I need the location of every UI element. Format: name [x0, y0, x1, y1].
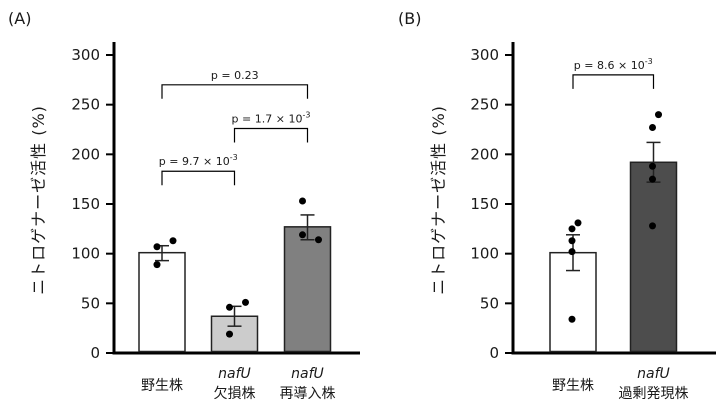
data-point	[242, 298, 249, 306]
bar	[629, 161, 678, 353]
data-point	[226, 330, 233, 338]
data-point	[299, 197, 306, 205]
data-point	[568, 237, 576, 245]
chart-panel-b: (B) ニトロゲナーゼ活性 (%) 0 50 100 150 200 250 300 野生株 naf…	[398, 9, 716, 402]
data-point	[649, 162, 656, 170]
data-point	[649, 124, 656, 132]
y-tick-label: 250	[470, 96, 499, 114]
y-tick-label: 50	[480, 294, 499, 312]
significance-bracket	[572, 74, 655, 89]
y-axis-label: ニトロゲナーゼ活性 (%)	[29, 105, 48, 295]
y-tick-label: 250	[71, 96, 100, 114]
y-tick-label: 300	[71, 46, 100, 64]
y-tick-label: 100	[71, 245, 100, 263]
data-point	[226, 303, 233, 311]
significance-bracket	[161, 170, 236, 186]
p-value-label: p = 1.7 × 10-3	[232, 111, 311, 126]
p-value-exponent: -3	[302, 111, 310, 120]
x-tick-label: nafU	[637, 366, 670, 382]
y-tick-label: 0	[90, 344, 100, 362]
x-tick-label-sub: 再導入株	[280, 386, 336, 402]
y-axis-label: ニトロゲナーゼ活性 (%)	[429, 105, 448, 295]
chart-panel-a: (A) ニトロゲナーゼ活性 (%) 0 50 100 150 200 250 300 野生株 naf…	[8, 9, 360, 402]
y-tick-label: 150	[71, 195, 100, 213]
data-point	[568, 225, 576, 233]
data-point	[153, 261, 161, 269]
x-tick-label-sub: 過剰発現株	[619, 386, 689, 402]
data-point	[169, 237, 177, 245]
p-value-label: p = 0.23	[211, 69, 259, 82]
y-tick-label: 300	[470, 46, 499, 64]
p-value-label: p = 8.6 × 10-3	[574, 57, 653, 72]
data-point	[649, 175, 656, 183]
data-point	[568, 315, 576, 323]
bar	[138, 251, 186, 353]
p-value-exponent: -3	[230, 153, 238, 162]
x-tick-label: 野生株	[141, 378, 183, 394]
y-tick-label: 150	[470, 195, 499, 213]
panel-label: (B)	[398, 9, 421, 28]
data-point	[649, 222, 656, 230]
x-tick-label: nafU	[291, 366, 324, 382]
data-point	[568, 248, 576, 256]
p-value-exponent: -3	[645, 57, 653, 66]
data-point	[299, 231, 306, 239]
data-point	[574, 219, 582, 227]
y-tick-label: 100	[470, 245, 499, 263]
y-tick-label: 200	[71, 145, 100, 163]
y-tick-label: 0	[489, 344, 499, 362]
data-point	[315, 236, 322, 244]
significance-bracket	[233, 127, 309, 143]
p-value-label: p = 9.7 × 10-3	[159, 153, 238, 168]
significance-bracket	[161, 84, 309, 99]
data-point	[153, 243, 161, 251]
x-tick-label: nafU	[218, 366, 251, 382]
x-tick-label-sub: 欠損株	[214, 386, 256, 402]
y-tick-label: 50	[81, 294, 100, 312]
data-point	[655, 111, 662, 119]
x-tick-label: 野生株	[552, 378, 594, 394]
bar	[283, 226, 332, 353]
panel-label: (A)	[8, 9, 31, 28]
y-tick-label: 200	[470, 145, 499, 163]
